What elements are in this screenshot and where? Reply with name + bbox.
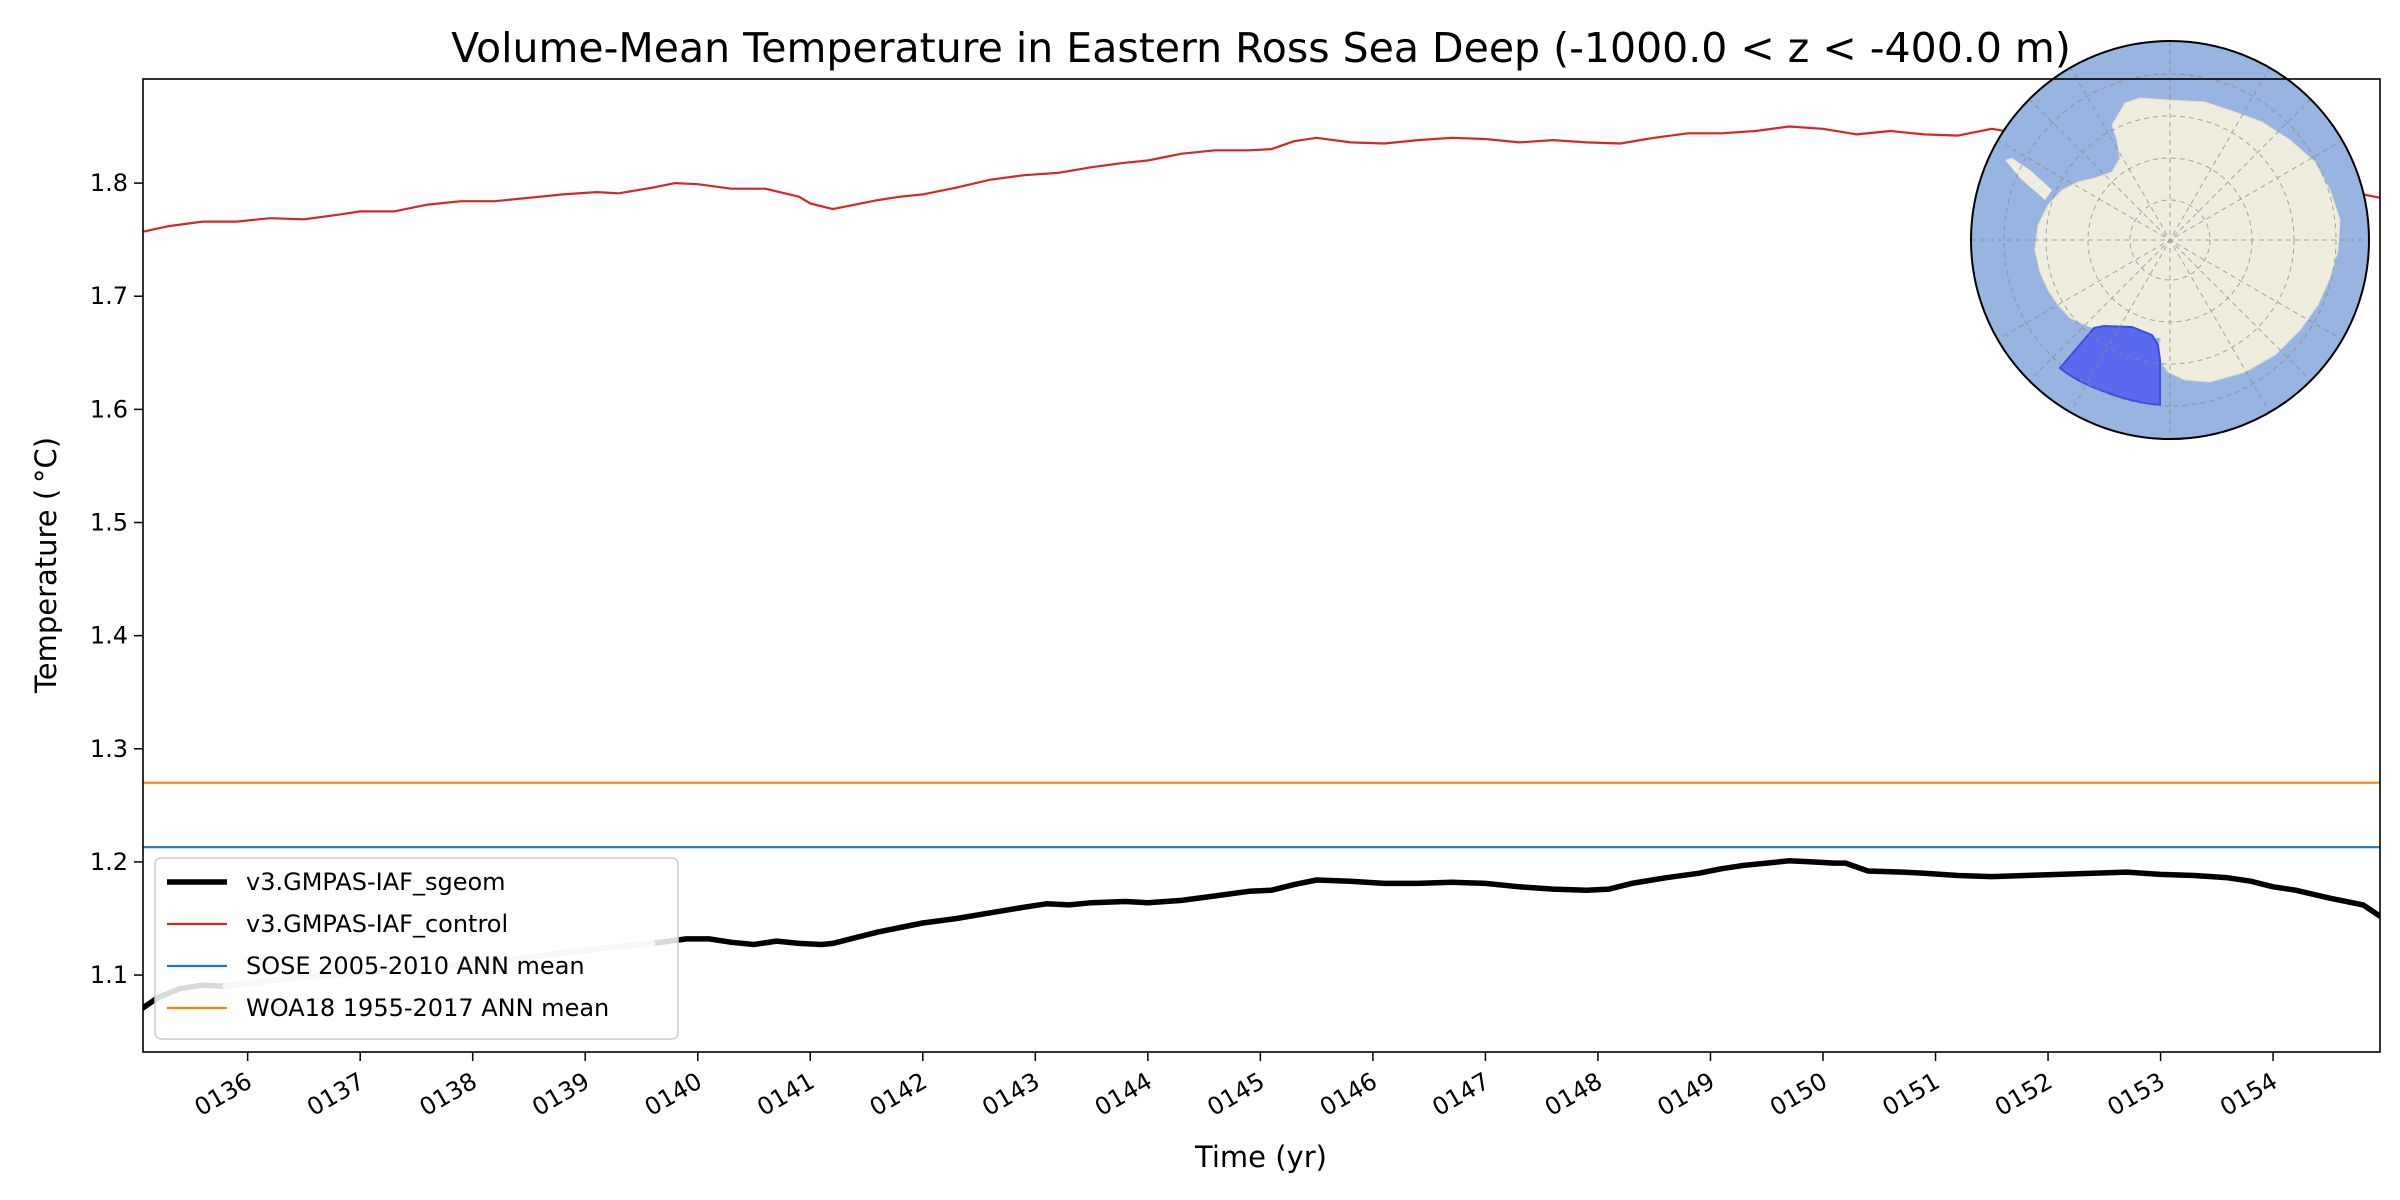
- x-tick-label: 0150: [1765, 1067, 1832, 1122]
- x-tick-label: 0142: [865, 1067, 932, 1122]
- x-tick-label: 0153: [2103, 1067, 2170, 1122]
- inset-map-border: [1970, 40, 2370, 440]
- series-line-v3-gmpas-iaf-control: [143, 125, 2380, 233]
- plot-frame: [142, 78, 2381, 1053]
- legend-label: WOA18 1955-2017 ANN mean: [246, 994, 609, 1022]
- y-tick-label: 1.8: [90, 169, 128, 197]
- x-tick-label: 0144: [1090, 1067, 1157, 1122]
- y-axis-label: Temperature ( °C): [29, 437, 63, 694]
- x-tick-label: 0139: [527, 1067, 594, 1122]
- x-tick-label: 0151: [1878, 1067, 1945, 1122]
- y-tick-label: 1.1: [90, 961, 128, 989]
- x-tick-label: 0152: [1990, 1067, 2057, 1122]
- x-axis: 0136 0137 0138 0139 0140 0141 0142 0143 0144 0145…: [190, 1052, 2282, 1122]
- x-tick-label: 0149: [1653, 1067, 1720, 1122]
- x-tick-label: 0143: [977, 1067, 1044, 1122]
- antarctic-peninsula: [2005, 158, 2052, 200]
- x-tick-label: 0146: [1315, 1067, 1382, 1122]
- x-tick-label: 0147: [1428, 1067, 1495, 1122]
- legend-box: [154, 857, 679, 1040]
- x-tick-label: 0138: [415, 1067, 482, 1122]
- y-tick-label: 1.5: [90, 509, 128, 537]
- meridian-line: [1996, 139, 2344, 341]
- y-tick-label: 1.4: [90, 622, 128, 650]
- y-tick-label: 1.3: [90, 735, 128, 763]
- x-tick-label: 0137: [302, 1067, 369, 1122]
- legend-label: v3.GMPAS-IAF_sgeom: [246, 868, 506, 896]
- eastern-ross-sea-region: [2058, 324, 2161, 407]
- legend-label: v3.GMPAS-IAF_control: [246, 910, 508, 938]
- x-tick-label: 0154: [2215, 1067, 2282, 1122]
- x-tick-label: 0140: [640, 1067, 707, 1122]
- y-tick-label: 1.7: [90, 282, 128, 310]
- inset-map: [1970, 40, 2370, 440]
- x-tick-label: 0136: [190, 1067, 257, 1122]
- legend-label: SOSE 2005-2010 ANN mean: [246, 952, 585, 980]
- x-tick-label: 0141: [752, 1067, 819, 1122]
- x-tick-label: 0148: [1540, 1067, 1607, 1122]
- y-tick-label: 1.2: [90, 848, 128, 876]
- y-tick-label: 1.6: [90, 395, 128, 423]
- chart-title: Volume-Mean Temperature in Eastern Ross …: [451, 24, 2071, 72]
- x-tick-label: 0145: [1202, 1067, 1269, 1122]
- x-axis-label: Time (yr): [1194, 1140, 1327, 1174]
- legend: v3.GMPAS-IAF_sgeom v3.GMPAS-IAF_control SO…: [154, 857, 679, 1040]
- y-axis: 1.1 1.2 1.3 1.4 1.5 1.6 1.7 1.8: [90, 169, 143, 989]
